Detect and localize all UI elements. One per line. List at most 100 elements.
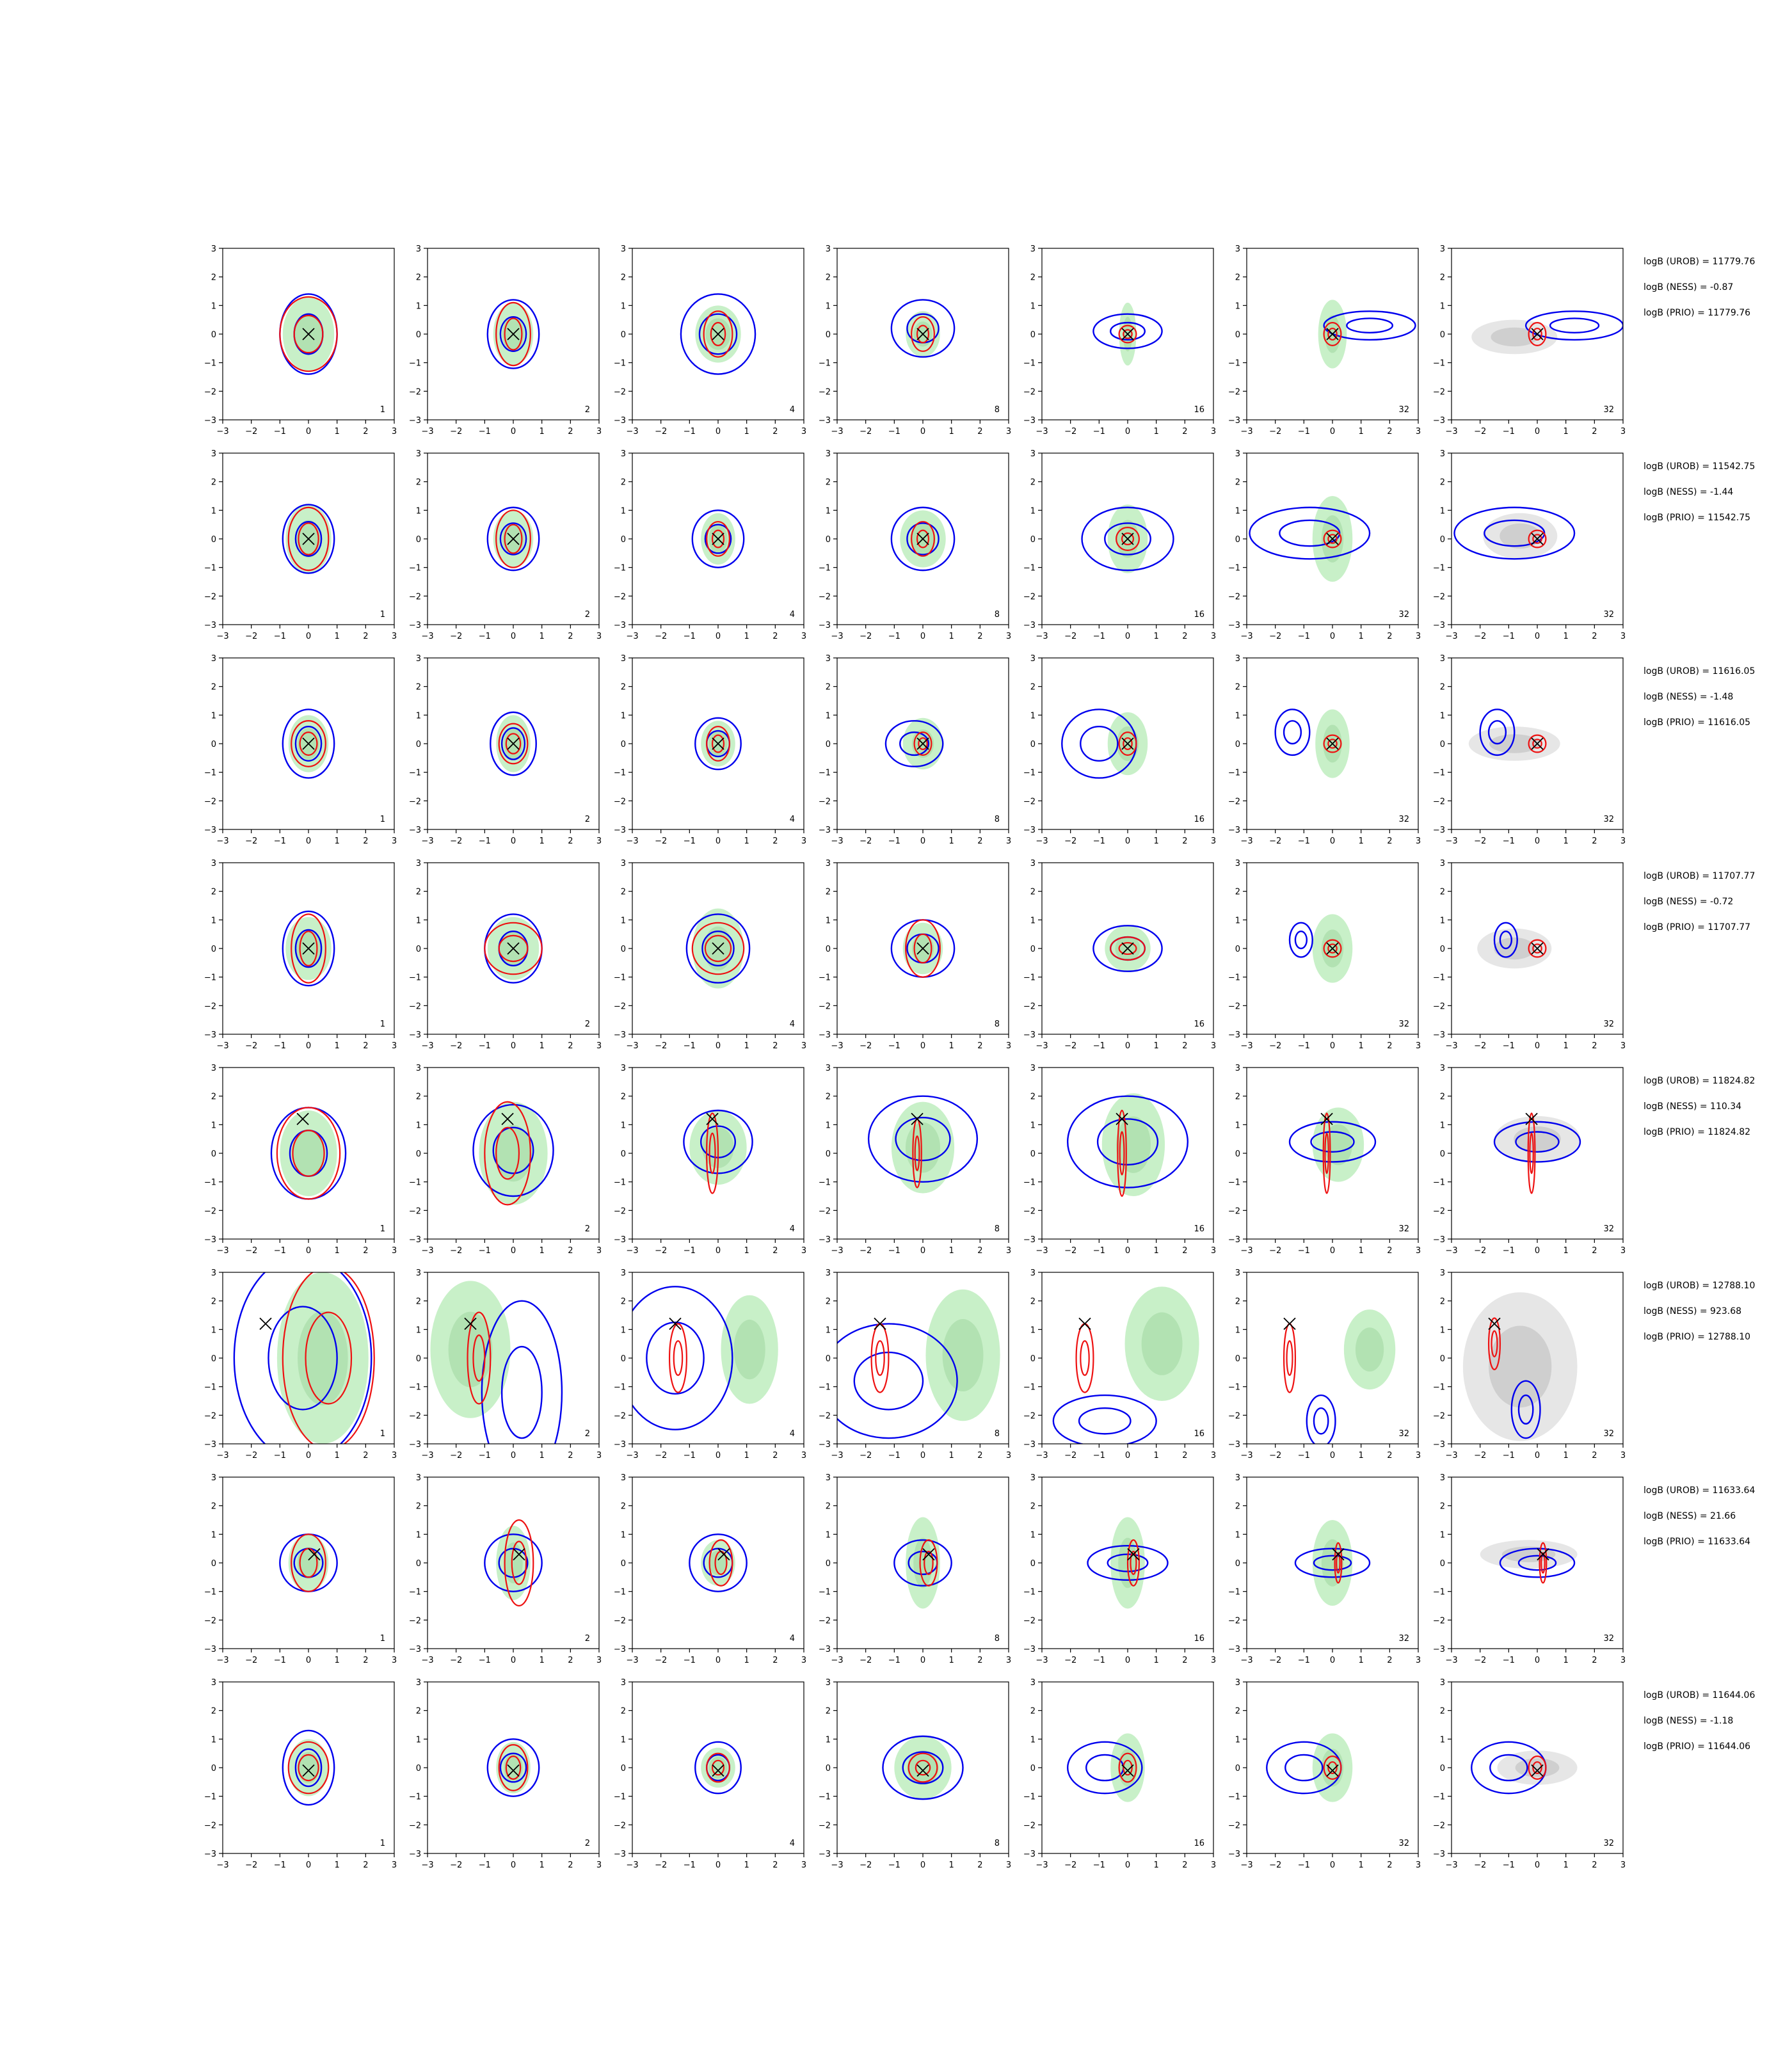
true-value-marker xyxy=(1283,1317,1296,1331)
x-tick-label: −2 xyxy=(450,1860,462,1870)
subplot-r1-c6: −3 3 −2 2 −1 1 0 0 1 −1 2 −2 3 −3 32 xyxy=(1433,449,1626,641)
x-tick-label: 3 xyxy=(1006,1451,1011,1460)
subplot-contents xyxy=(279,293,338,375)
y-tick-label: 2 xyxy=(1440,888,1445,897)
y-tick-label: −3 xyxy=(819,1235,831,1245)
subplot-r3-c5: −3 3 −2 2 −1 1 0 0 1 −1 2 −2 3 −3 32 xyxy=(1228,859,1421,1051)
y-tick-label: 3 xyxy=(1235,244,1240,254)
x-tick-label: 1 xyxy=(540,427,545,436)
y-tick-label: 3 xyxy=(621,654,626,664)
subplot-r5-c0: −3 3 −2 2 −1 1 0 0 1 −1 2 −2 3 −3 1 xyxy=(204,1268,397,1460)
x-tick-label: 1 xyxy=(335,427,340,436)
y-tick-label: −2 xyxy=(1228,592,1240,602)
true-value-marker xyxy=(507,1764,520,1777)
true-value-marker xyxy=(302,737,315,750)
y-tick-label: −3 xyxy=(1228,1645,1240,1654)
y-tick-label: −2 xyxy=(1023,592,1036,602)
y-tick-label: −1 xyxy=(1433,1383,1445,1393)
true-value-marker xyxy=(513,1548,525,1561)
x-tick-label: 3 xyxy=(801,632,806,641)
true-value-marker xyxy=(916,737,929,750)
blue-contour-outer xyxy=(680,293,756,375)
y-tick-label: −1 xyxy=(1228,564,1240,573)
x-tick-label: 3 xyxy=(1416,632,1421,641)
y-tick-label: −1 xyxy=(1433,973,1445,983)
x-tick-label: 0 xyxy=(1535,1656,1540,1665)
y-tick-label: 1 xyxy=(416,1121,421,1130)
x-tick-label: 1 xyxy=(1564,836,1569,846)
y-tick-label: −1 xyxy=(1228,359,1240,369)
blue-contour-inner xyxy=(499,522,527,556)
x-tick-label: −1 xyxy=(684,1246,696,1256)
panel-label: 2 xyxy=(585,610,590,620)
blue-contour-inner xyxy=(899,731,930,756)
red-contour-inner xyxy=(1327,943,1338,954)
y-tick-label: −1 xyxy=(204,1793,216,1802)
blue-contour-outer xyxy=(694,717,742,771)
true-value-marker xyxy=(1531,942,1544,955)
x-tick-label: 1 xyxy=(744,1041,749,1051)
true-value-marker xyxy=(1121,942,1134,955)
subplot-r5-c1: −3 3 −2 2 −1 1 0 0 1 −1 2 −2 3 −3 2 xyxy=(409,1268,602,1460)
y-tick-label: 3 xyxy=(621,859,626,868)
x-tick-label: 2 xyxy=(772,427,778,436)
x-tick-label: −2 xyxy=(1064,836,1076,846)
x-tick-label: −1 xyxy=(274,1656,286,1665)
blue-contour-inner xyxy=(1080,725,1119,762)
y-tick-label: 1 xyxy=(416,506,421,516)
x-tick-label: 2 xyxy=(772,1860,778,1870)
y-tick-label: −3 xyxy=(614,1440,626,1450)
true-value-marker xyxy=(1531,1764,1544,1777)
x-tick-label: 3 xyxy=(1620,427,1626,436)
red-contour-inner xyxy=(915,1759,931,1776)
blue-contour-inner xyxy=(500,1345,543,1439)
y-tick-label: 0 xyxy=(211,535,216,545)
y-tick-label: −3 xyxy=(614,621,626,630)
x-tick-label: 2 xyxy=(1592,1860,1597,1870)
blue-contour-inner xyxy=(701,930,735,966)
y-tick-label: −3 xyxy=(819,1645,831,1654)
y-tick-label: −2 xyxy=(614,1411,626,1421)
logb-urob-text: logB (UROB) = 11824.82 xyxy=(1644,1076,1755,1086)
x-tick-label: −1 xyxy=(274,632,286,641)
blue-contour-outer xyxy=(486,299,540,369)
y-tick-label: −3 xyxy=(204,1645,216,1654)
y-tick-label: −1 xyxy=(204,1383,216,1393)
x-tick-label: 3 xyxy=(596,1656,602,1665)
y-tick-label: 3 xyxy=(1030,654,1036,664)
blue-contour-inner xyxy=(294,520,323,557)
x-tick-label: 3 xyxy=(1006,632,1011,641)
logb-prio-text: logB (PRIO) = 11779.76 xyxy=(1644,308,1750,318)
red-contour-inner xyxy=(504,524,523,554)
y-tick-label: 1 xyxy=(1030,711,1036,721)
red-contour-inner xyxy=(472,1334,486,1382)
y-tick-label: 1 xyxy=(1030,916,1036,925)
y-tick-label: 2 xyxy=(1030,273,1036,283)
y-tick-label: −2 xyxy=(204,1411,216,1421)
x-tick-label: −3 xyxy=(626,1246,638,1256)
subplot-r5-c3: −3 3 −2 2 −1 1 0 0 1 −1 2 −2 3 −3 8 xyxy=(819,1268,1011,1460)
logb-prio-text: logB (PRIO) = 11707.77 xyxy=(1644,922,1750,932)
y-tick-label: −1 xyxy=(409,1178,421,1188)
subplot-contents xyxy=(1061,708,1148,779)
panel-label: 2 xyxy=(585,1020,590,1029)
x-tick-label: 0 xyxy=(1535,632,1540,641)
y-tick-label: −2 xyxy=(1023,1821,1036,1830)
x-tick-label: 1 xyxy=(1564,1860,1569,1870)
y-tick-label: 2 xyxy=(826,1502,831,1512)
posterior-density-inner xyxy=(494,1124,532,1182)
x-tick-label: 3 xyxy=(1006,1656,1011,1665)
subplot-contents xyxy=(1477,922,1552,969)
x-tick-label: −1 xyxy=(274,836,286,846)
x-tick-label: −2 xyxy=(1474,427,1486,436)
y-tick-label: 2 xyxy=(621,1707,626,1716)
true-value-marker xyxy=(1488,1317,1501,1331)
x-tick-label: 2 xyxy=(1182,1041,1187,1051)
y-tick-label: −1 xyxy=(409,359,421,369)
logb-urob-text: logB (UROB) = 11644.06 xyxy=(1644,1690,1755,1700)
panel-label: 8 xyxy=(995,1429,1000,1439)
y-tick-label: 2 xyxy=(211,1707,216,1716)
subplot-contents xyxy=(282,1729,335,1806)
y-tick-label: 2 xyxy=(1440,273,1445,283)
subplot-r7-c5: −3 3 −2 2 −1 1 0 0 1 −1 2 −2 3 −3 32 xyxy=(1228,1678,1421,1870)
